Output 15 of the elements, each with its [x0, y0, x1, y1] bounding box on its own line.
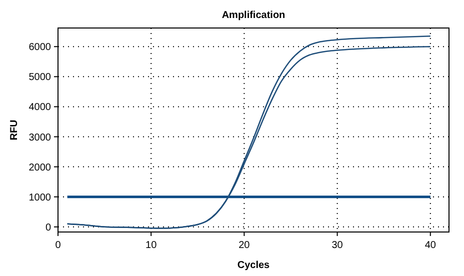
x-axis-title: Cycles: [237, 260, 270, 271]
chart-title: Amplification: [222, 10, 286, 21]
y-tick-label: 4000: [28, 102, 52, 114]
x-tick-label: 10: [146, 240, 158, 251]
y-tick-label: 3000: [28, 132, 52, 144]
y-tick-label: 5000: [28, 72, 52, 84]
x-tick-label: 20: [238, 240, 250, 251]
y-tick-label: 1000: [28, 192, 52, 204]
x-tick-label: 30: [332, 240, 344, 251]
x-tick-label: 40: [424, 240, 436, 251]
y-tick-label: 6000: [28, 42, 52, 54]
y-axis-title: RFU: [9, 120, 20, 140]
y-tick-label: 0: [45, 222, 52, 234]
x-tick-label: 0: [55, 240, 62, 251]
y-tick-label: 2000: [28, 162, 52, 174]
